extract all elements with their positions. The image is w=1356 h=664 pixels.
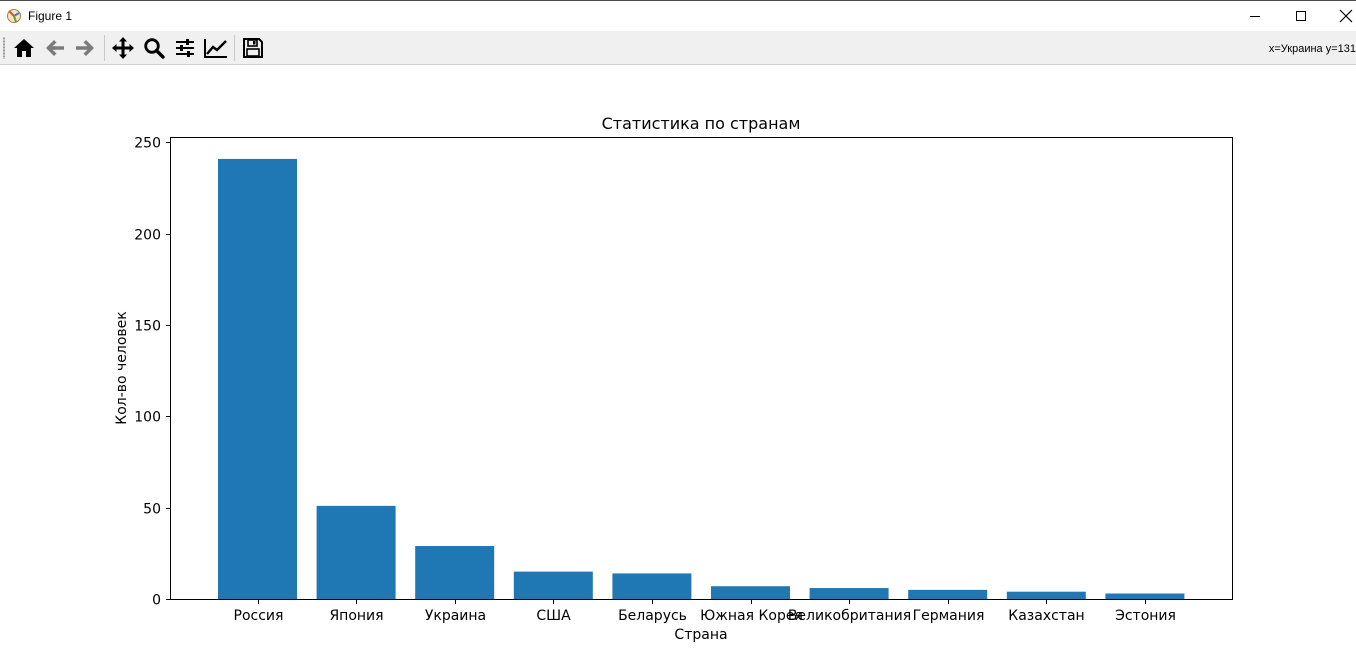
subplots-button[interactable]: [171, 34, 199, 62]
arrow-left-icon: [46, 40, 64, 56]
floppy-disk-icon: [243, 38, 263, 58]
toolbar-grip[interactable]: [3, 37, 5, 59]
figure-canvas[interactable]: Статистика по странам 0 50 100 150 200 250 Росс…: [0, 65, 1356, 664]
y-tick-label: 250: [134, 136, 161, 152]
cursor-coordinates: x=Украина y=131: [1268, 43, 1356, 55]
y-axis-label: Кол-во человек: [114, 311, 130, 425]
x-tick-label: Эстония: [1115, 608, 1176, 624]
home-icon: [14, 39, 34, 57]
maximize-button[interactable]: [1278, 1, 1324, 31]
bar: [513, 571, 593, 599]
zoom-button[interactable]: [140, 34, 168, 62]
bar: [1006, 591, 1086, 599]
bar-chart[interactable]: Статистика по странам 0 50 100 150 200 250 Росс…: [0, 65, 1356, 664]
minimize-icon: [1250, 16, 1260, 17]
bar: [612, 573, 692, 599]
x-tick-label: Южная Корея: [700, 608, 803, 624]
move-icon: [112, 37, 134, 59]
y-tick-label: 50: [143, 502, 161, 518]
y-tick-label: 100: [134, 410, 161, 426]
x-tick-label: США: [536, 608, 571, 624]
x-tick-label: Япония: [329, 608, 383, 624]
matplotlib-app-icon: [7, 9, 21, 23]
sliders-icon: [176, 39, 194, 57]
y-tick-label: 150: [134, 319, 161, 335]
minimize-button[interactable]: [1232, 1, 1278, 31]
line-chart-icon: [204, 39, 227, 58]
back-button[interactable]: [41, 34, 69, 62]
pan-button[interactable]: [109, 34, 137, 62]
close-icon: [1339, 9, 1353, 23]
x-tick-label: Россия: [234, 608, 284, 624]
plot-frame: [170, 137, 1233, 600]
bar: [809, 588, 889, 599]
toolbar-separator: [234, 35, 235, 61]
forward-button[interactable]: [71, 34, 99, 62]
x-tick-label: Беларусь: [618, 608, 687, 624]
maximize-icon: [1296, 11, 1306, 21]
customize-button[interactable]: [202, 34, 230, 62]
title-bar: Figure 1: [0, 0, 1356, 31]
bar: [1105, 593, 1185, 599]
bar: [316, 505, 396, 599]
save-button[interactable]: [239, 34, 267, 62]
navigation-toolbar: x=Украина y=131: [0, 31, 1356, 65]
x-axis-label: Страна: [674, 627, 727, 643]
y-tick-label: 200: [134, 228, 161, 244]
magnifier-icon: [144, 38, 165, 59]
chart-title: Статистика по странам: [602, 114, 801, 133]
x-tick-label: Германия: [913, 608, 985, 624]
y-tick-label: 0: [152, 593, 161, 609]
bar: [711, 586, 790, 599]
x-tick-label: Украина: [425, 608, 486, 624]
arrow-right-icon: [76, 40, 94, 56]
x-tick-label: Казахстан: [1008, 608, 1084, 624]
close-button[interactable]: [1323, 1, 1356, 31]
window-title: Figure 1: [28, 9, 73, 23]
home-button[interactable]: [10, 34, 38, 62]
bar: [415, 546, 495, 599]
bar: [908, 589, 988, 599]
toolbar-separator: [104, 35, 105, 61]
bar: [218, 158, 297, 600]
x-tick-label: Великобритания: [788, 608, 911, 624]
